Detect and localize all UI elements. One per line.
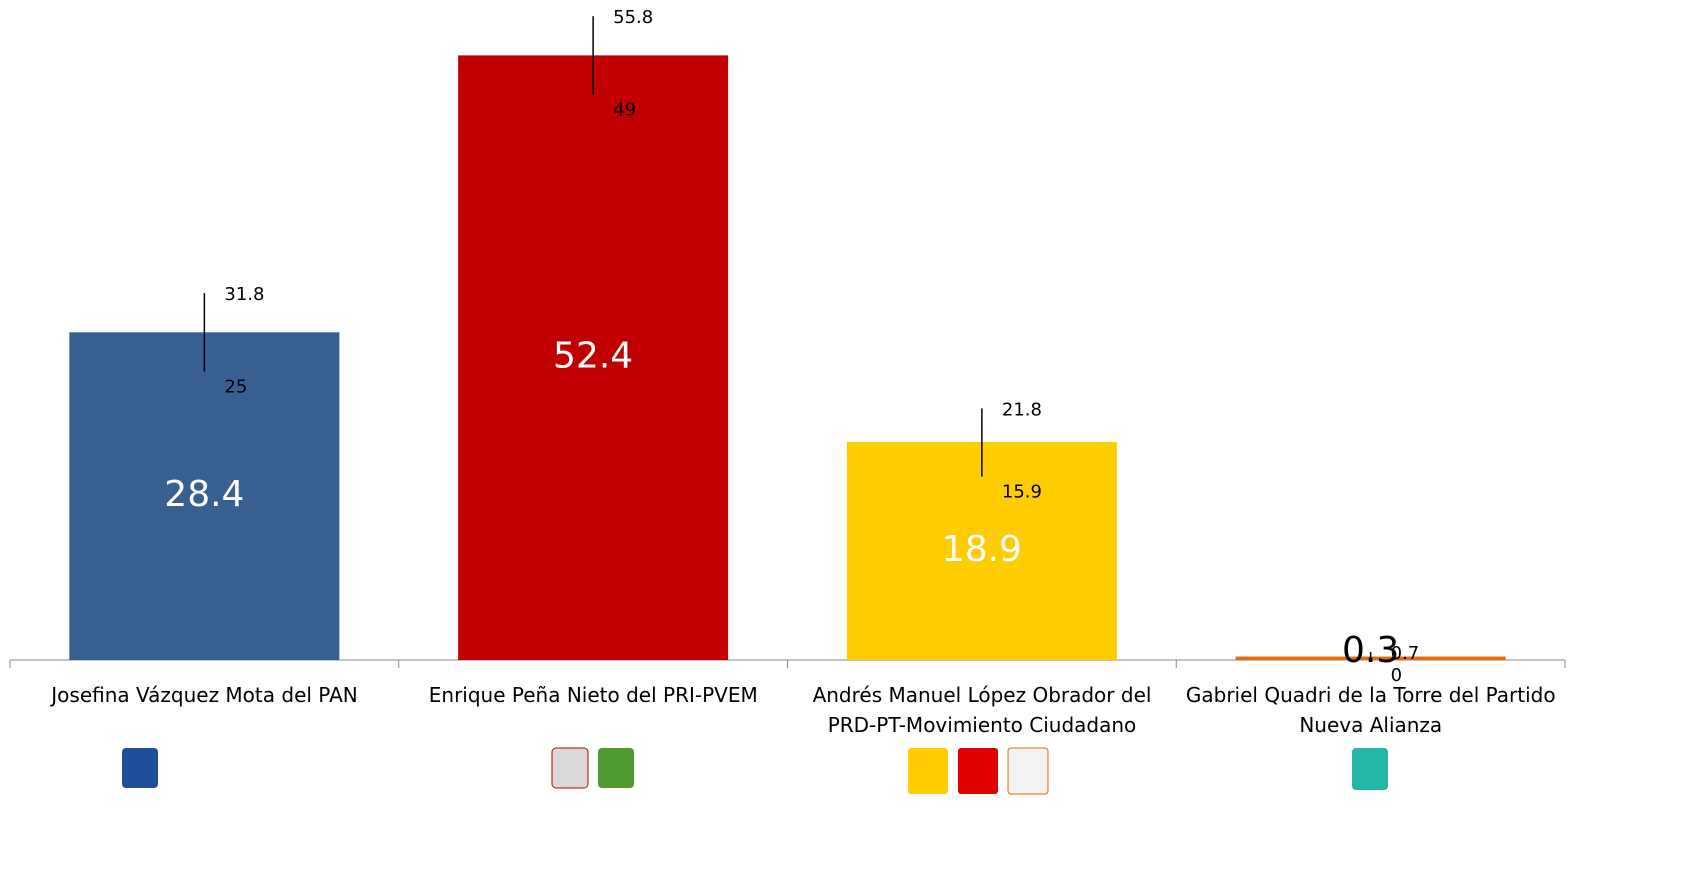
- value-label: 18.9: [942, 529, 1022, 570]
- logo: [1007, 747, 1049, 795]
- x-tick-label: Andrés Manuel López Obrador del PRD-PT-M…: [812, 683, 1152, 737]
- logo: [598, 748, 634, 788]
- error-low-label: 0: [1391, 665, 1402, 686]
- error-high-label: 55.8: [613, 7, 653, 28]
- bar: [458, 55, 729, 660]
- error-high-label: 21.8: [1002, 399, 1042, 420]
- x-tick-label: Josefina Vázquez Mota del PAN: [51, 683, 358, 707]
- logo: [1352, 748, 1388, 790]
- value-label: 0.3: [1342, 630, 1399, 671]
- bar: [69, 332, 340, 660]
- x-tick-label: Enrique Peña Nieto del PRI-PVEM: [428, 683, 758, 707]
- error-high-label: 31.8: [224, 284, 264, 305]
- logo: [958, 748, 998, 794]
- value-label: 28.4: [164, 474, 244, 515]
- error-high-label: 0.7: [1391, 643, 1420, 664]
- logo: [122, 748, 158, 788]
- error-low-label: 25: [224, 377, 247, 398]
- logo: [908, 748, 948, 794]
- logos: [122, 747, 1388, 795]
- bar: [846, 441, 1117, 660]
- logo: [551, 747, 589, 789]
- x-tick-label: Gabriel Quadri de la Torre del Partido N…: [1185, 683, 1556, 737]
- error-low-label: 49: [613, 100, 636, 121]
- error-low-label: 15.9: [1002, 482, 1042, 503]
- value-label: 52.4: [553, 336, 633, 377]
